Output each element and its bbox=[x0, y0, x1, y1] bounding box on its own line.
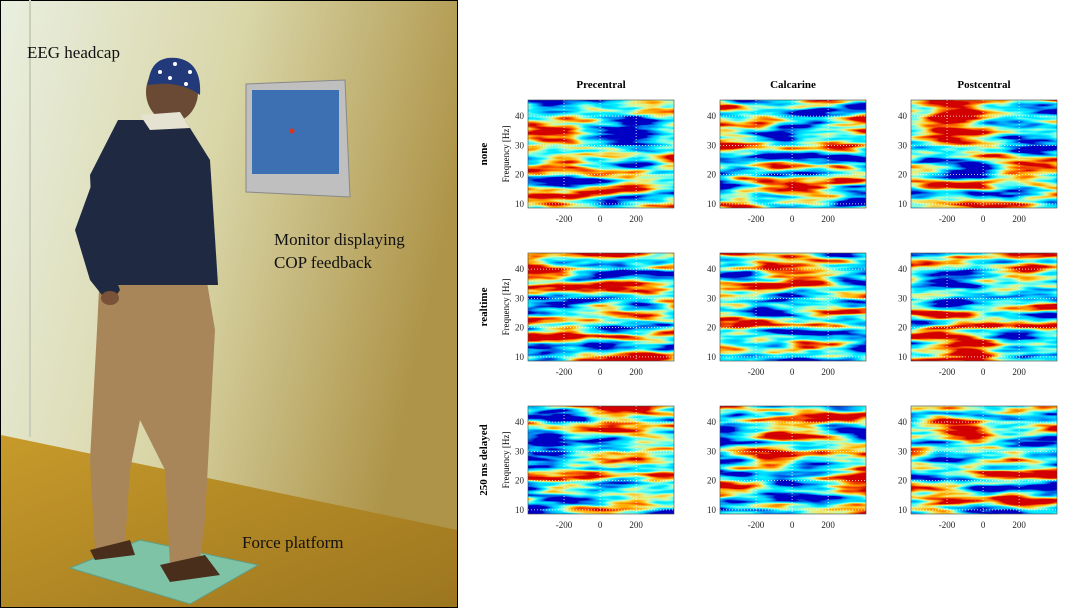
column-title: Precentral bbox=[576, 79, 625, 91]
panel-frame bbox=[719, 405, 867, 515]
y-tick-label: 30 bbox=[515, 140, 525, 150]
column-title: Postcentral bbox=[957, 79, 1010, 91]
panel-frame bbox=[719, 252, 867, 362]
x-tick-label: 0 bbox=[981, 214, 986, 224]
x-tick-label: 200 bbox=[629, 214, 643, 224]
y-tick-label: 40 bbox=[515, 111, 525, 121]
y-tick-label: 30 bbox=[707, 446, 717, 456]
y-tick-label: 20 bbox=[707, 170, 717, 180]
spectrogram bbox=[911, 253, 1057, 361]
y-tick-label: 30 bbox=[898, 293, 908, 303]
y-axis-label: Frequency [Hz] bbox=[501, 432, 511, 489]
y-tick-label: 40 bbox=[707, 264, 717, 274]
x-tick-label: 0 bbox=[790, 520, 795, 530]
y-tick-label: 10 bbox=[898, 352, 908, 362]
y-tick-label: 10 bbox=[898, 199, 908, 209]
x-tick-label: -200 bbox=[939, 214, 956, 224]
panel-frame bbox=[910, 405, 1058, 515]
panel-frame bbox=[910, 252, 1058, 362]
monitor-label: Monitor displaying bbox=[274, 230, 405, 249]
y-tick-label: 40 bbox=[515, 264, 525, 274]
y-tick-label: 40 bbox=[898, 111, 908, 121]
y-tick-label: 30 bbox=[707, 140, 717, 150]
spectrogram-grid: Precentral Calcarine Postcentral none Freque… bbox=[478, 79, 1058, 530]
y-tick-label: 40 bbox=[898, 417, 908, 427]
y-tick-label: 30 bbox=[898, 140, 908, 150]
y-tick-label: 30 bbox=[515, 446, 525, 456]
y-tick-label: 10 bbox=[707, 352, 717, 362]
spectrogram bbox=[720, 100, 866, 208]
y-tick-label: 20 bbox=[707, 476, 717, 486]
x-tick-label: 0 bbox=[598, 520, 603, 530]
spectrogram bbox=[720, 406, 866, 514]
x-tick-label: 200 bbox=[821, 520, 835, 530]
x-tick-label: 200 bbox=[821, 214, 835, 224]
y-tick-label: 30 bbox=[898, 446, 908, 456]
y-axis-label: Frequency [Hz] bbox=[501, 126, 511, 183]
y-tick-label: 30 bbox=[515, 293, 525, 303]
y-axis-label: Frequency [Hz] bbox=[501, 279, 511, 336]
y-tick-label: 10 bbox=[707, 199, 717, 209]
x-tick-label: 200 bbox=[1012, 214, 1026, 224]
spectrogram bbox=[528, 253, 674, 361]
y-tick-label: 30 bbox=[707, 293, 717, 303]
x-tick-label: 0 bbox=[981, 367, 986, 377]
spectrogram bbox=[720, 253, 866, 361]
monitor-label: COP feedback bbox=[274, 253, 373, 272]
spectrogram bbox=[911, 100, 1057, 208]
x-tick-label: 0 bbox=[790, 214, 795, 224]
y-tick-label: 20 bbox=[707, 323, 717, 333]
x-tick-label: 200 bbox=[821, 367, 835, 377]
panel-frame bbox=[527, 99, 675, 209]
x-tick-label: -200 bbox=[748, 214, 765, 224]
row-label: realtime bbox=[478, 287, 490, 326]
x-tick-label: 200 bbox=[1012, 367, 1026, 377]
panel-frame bbox=[527, 252, 675, 362]
row-label: none bbox=[478, 143, 490, 166]
x-tick-label: -200 bbox=[556, 367, 573, 377]
y-tick-label: 10 bbox=[898, 505, 908, 515]
x-tick-label: -200 bbox=[556, 214, 573, 224]
monitor bbox=[245, 79, 351, 198]
x-tick-label: -200 bbox=[939, 367, 956, 377]
photo: EEG headcap Monitor displaying COP feedb… bbox=[0, 0, 458, 608]
x-tick-label: -200 bbox=[748, 367, 765, 377]
x-tick-label: 200 bbox=[629, 367, 643, 377]
y-tick-label: 10 bbox=[707, 505, 717, 515]
y-tick-label: 20 bbox=[515, 323, 525, 333]
spectrogram bbox=[911, 406, 1057, 514]
x-tick-label: 0 bbox=[598, 214, 603, 224]
x-tick-label: -200 bbox=[748, 520, 765, 530]
column-title: Calcarine bbox=[770, 79, 816, 91]
spectrogram bbox=[528, 100, 674, 208]
x-tick-label: 200 bbox=[629, 520, 643, 530]
y-tick-label: 40 bbox=[515, 417, 525, 427]
y-tick-label: 10 bbox=[515, 505, 525, 515]
y-tick-label: 10 bbox=[515, 199, 525, 209]
y-tick-label: 10 bbox=[515, 352, 525, 362]
y-tick-label: 40 bbox=[707, 417, 717, 427]
x-tick-label: -200 bbox=[939, 520, 956, 530]
y-tick-label: 40 bbox=[898, 264, 908, 274]
row-label: 250 ms delayed bbox=[478, 424, 490, 496]
x-tick-label: 0 bbox=[598, 367, 603, 377]
x-tick-label: -200 bbox=[556, 520, 573, 530]
y-tick-label: 20 bbox=[515, 476, 525, 486]
y-tick-label: 20 bbox=[898, 323, 908, 333]
x-tick-label: 0 bbox=[981, 520, 986, 530]
y-tick-label: 40 bbox=[707, 111, 717, 121]
y-tick-label: 20 bbox=[898, 476, 908, 486]
x-tick-label: 200 bbox=[1012, 520, 1026, 530]
headcap-label: EEG headcap bbox=[27, 43, 120, 62]
panel-frame bbox=[910, 99, 1058, 209]
y-tick-label: 20 bbox=[898, 170, 908, 180]
spectrogram bbox=[528, 406, 674, 514]
x-tick-label: 0 bbox=[790, 367, 795, 377]
panel-frame bbox=[719, 99, 867, 209]
person bbox=[75, 57, 220, 582]
platform-label: Force platform bbox=[242, 533, 344, 552]
panel-frame bbox=[527, 405, 675, 515]
y-tick-label: 20 bbox=[515, 170, 525, 180]
